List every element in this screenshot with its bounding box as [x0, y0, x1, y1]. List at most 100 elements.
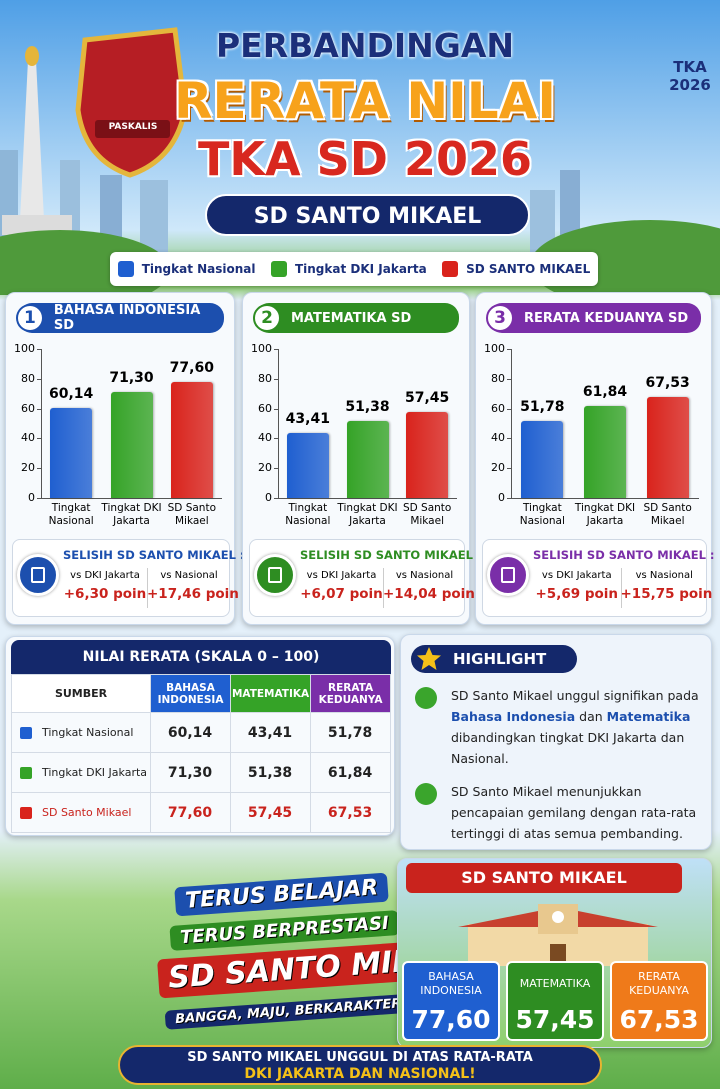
y-tick-label: 60	[258, 401, 272, 415]
logo-text: PASKALIS	[108, 122, 158, 132]
y-tick-label: 20	[258, 461, 272, 475]
y-tick-label: 100	[251, 342, 272, 355]
bullet: SD Santo Mikael unggul signifikan pada B…	[415, 685, 705, 769]
tick-mark	[507, 408, 511, 410]
selisih-box: SELISIH SD SANTO MIKAEL : vs DKI Jakarta +…	[12, 539, 245, 617]
y-tick-label: 100	[484, 342, 505, 355]
tick-mark	[507, 378, 511, 380]
chart-number: 3	[486, 304, 514, 332]
value-label: 51,78	[520, 398, 565, 415]
column-header: BAHASA INDONESIA	[150, 674, 231, 713]
value-label: 60,14	[49, 386, 94, 403]
table-row: SD Santo Mikael 77,60 57,45 67,53	[10, 792, 391, 833]
tick-mark	[37, 349, 41, 350]
table-cell: 57,45	[229, 792, 312, 833]
tick-mark	[274, 378, 278, 380]
tick-mark	[37, 468, 41, 470]
summary-value: 67,53	[619, 1005, 699, 1034]
icon-glyph	[31, 567, 45, 583]
value-label: 57,45	[405, 390, 450, 407]
bullet-text: SD Santo Mikael unggul signifikan pada	[451, 688, 699, 703]
y-tick-label: 60	[491, 401, 505, 415]
cell-text: 51,78	[327, 724, 373, 741]
title-3: TKA SD 2026	[198, 132, 532, 186]
selisih-value: +14,04 poin	[383, 586, 475, 602]
x-tick-label: Tingkat Nasional	[48, 502, 94, 527]
school-art	[458, 904, 658, 966]
table-cell: SD Santo Mikael	[10, 792, 152, 833]
cell-text: 43,41	[247, 724, 293, 741]
legend-label: Tingkat Nasional	[141, 262, 256, 276]
bar	[646, 397, 689, 498]
x-tick-label: SD Santo Mikael	[167, 502, 217, 527]
y-tick-label: 80	[258, 371, 272, 385]
x-tick-label: SD Santo Mikael	[402, 502, 452, 527]
chart-title: RERATA KEDUANYA SD	[524, 310, 689, 326]
bar	[286, 433, 329, 498]
legend-swatch	[270, 261, 287, 277]
footer-banner: SD SANTO MIKAEL UNGGUL DI ATAS RATA-RATA…	[118, 1045, 602, 1085]
tick-mark	[37, 378, 41, 380]
value-label: 61,84	[582, 383, 628, 400]
table-cell: Tingkat Nasional	[10, 712, 152, 753]
icon-glyph	[268, 567, 282, 583]
x-tick-label: Tingkat DKI Jakarta	[337, 502, 398, 527]
y-tick-label: 80	[21, 371, 35, 385]
slogan-line: TERUS BELAJAR	[174, 872, 390, 917]
chart-panel: 2 MATEMATIKA SD 0 20 40 60 80 100 Tingkat Nasion…	[242, 292, 482, 625]
y-axis	[41, 349, 42, 498]
y-tick-label: 40	[491, 431, 505, 445]
bullets: SD Santo Mikael unggul signifikan pada B…	[415, 685, 705, 856]
selisih-label: vs Nasional	[160, 570, 218, 581]
y-tick-label: 60	[21, 401, 35, 415]
summary-title: SD SANTO MIKAEL	[406, 863, 682, 893]
x-tick-label: Tingkat DKI Jakarta	[101, 502, 162, 527]
table-row: Tingkat DKI Jakarta 71,30 51,38 61,84	[10, 752, 391, 793]
bar	[170, 382, 213, 498]
tick-mark	[37, 408, 41, 410]
y-axis	[278, 349, 279, 498]
y-tick-label: 20	[491, 461, 505, 475]
selisih-box: SELISIH SD SANTO MIKAEL : vs DKI Jakarta +…	[249, 539, 482, 617]
table-cell: 71,30	[150, 752, 231, 793]
cell-text: 71,30	[167, 764, 213, 781]
table: SUMBER BAHASA INDONESIA MATEMATIKA RERATA K…	[10, 674, 391, 833]
y-tick-label: 80	[491, 371, 505, 385]
column-header: MATEMATIKA	[229, 674, 312, 713]
tick-mark	[37, 498, 41, 499]
table-cell: 67,53	[310, 792, 391, 833]
footer-line-1: SD SANTO MIKAEL UNGGUL DI ATAS RATA-RATA	[187, 1050, 533, 1065]
x-tick-label: Tingkat Nasional	[519, 502, 565, 527]
selisih-label: vs DKI Jakarta	[70, 570, 140, 581]
row-swatch	[20, 807, 32, 819]
cell-text: 51,38	[247, 764, 293, 781]
legend: Tingkat Nasional Tingkat DKI Jakarta SD SA…	[110, 252, 598, 286]
legend-label: SD SANTO MIKAEL	[466, 262, 591, 276]
table-cell: 43,41	[229, 712, 312, 753]
check-icon	[415, 687, 437, 709]
divider	[620, 568, 622, 608]
cell-text: Tingkat Nasional	[42, 726, 134, 739]
selisih-title: SELISIH SD SANTO MIKAEL :	[63, 548, 245, 562]
chart-title: MATEMATIKA SD	[291, 310, 412, 326]
table-cell: 51,78	[310, 712, 391, 753]
value-label: 43,41	[285, 411, 330, 428]
chart-header: 2 MATEMATIKA SD	[253, 303, 459, 333]
bullet-emphasis: Matematika	[606, 709, 691, 724]
selisih-icon	[487, 554, 529, 596]
summary-panel: SD SANTO MIKAEL BAHASA INDONESIA 77,60 MAT…	[397, 858, 712, 1048]
value-label: 77,60	[169, 360, 214, 377]
tick-mark	[507, 438, 511, 440]
chart-header: 3 RERATA KEDUANYA SD	[486, 303, 701, 333]
summary-box: BAHASA INDONESIA 77,60	[402, 961, 500, 1041]
value-label: 51,38	[345, 399, 390, 416]
legend-item: Tingkat Nasional	[117, 261, 256, 277]
y-tick-label: 40	[21, 431, 35, 445]
bullet-text: SD Santo Mikael menunjukkan pencapaian g…	[451, 784, 697, 841]
legend-item: Tingkat DKI Jakarta	[270, 261, 427, 277]
chart-number: 1	[16, 304, 44, 332]
selisih-title: SELISIH SD SANTO MIKAEL :	[533, 548, 715, 562]
tick-mark	[274, 438, 278, 440]
table-cell: 51,38	[229, 752, 312, 793]
title-1: PERBANDINGAN	[216, 26, 514, 65]
